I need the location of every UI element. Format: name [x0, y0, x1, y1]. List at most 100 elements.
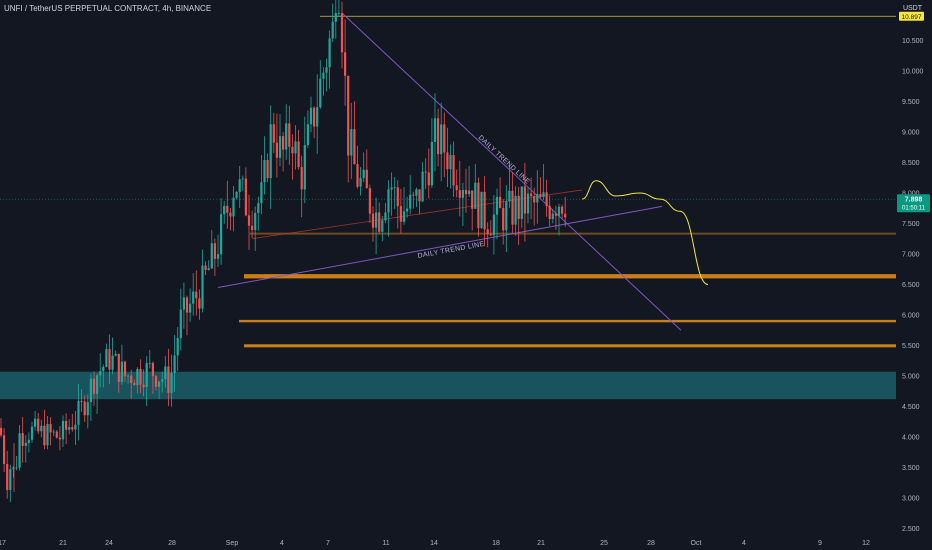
candle-body [92, 378, 96, 394]
x-tick-label: 11 [382, 540, 389, 547]
candle [151, 361, 154, 395]
candle-body [167, 366, 170, 393]
candle [173, 334, 176, 392]
candle-body [260, 182, 263, 204]
candle-body [362, 169, 365, 179]
y-tick-label: 4.500 [902, 404, 920, 411]
candle-body [130, 375, 133, 384]
y-tick-label: 5.000 [902, 374, 920, 381]
candle-body [294, 141, 297, 154]
candle-body [492, 214, 495, 236]
candle-body [278, 136, 282, 158]
candle-body [145, 363, 148, 388]
candle [24, 435, 27, 463]
candle-body [402, 211, 406, 222]
candle [365, 149, 368, 189]
y-axis: 2.500 3.000 3.500 4.000 4.500 5.000 5.500 6.000… [902, 38, 924, 533]
candle-body [328, 38, 331, 68]
candle [359, 167, 362, 196]
candle [396, 180, 399, 229]
candle-body [371, 213, 375, 228]
candle-body [443, 124, 446, 153]
candle [0, 418, 3, 438]
candle-body [303, 145, 306, 190]
candle-body [176, 338, 179, 356]
candle [477, 177, 480, 237]
zone-support-3 [244, 344, 896, 348]
candle-body [415, 189, 418, 196]
candle [353, 101, 356, 165]
candle-body [368, 188, 371, 214]
zone-resistance [250, 232, 896, 235]
candle-body [68, 427, 71, 430]
currency-label[interactable]: USDT [902, 5, 922, 12]
candle [111, 337, 114, 375]
candle [471, 190, 474, 231]
candle-body [80, 401, 83, 402]
candle-body [340, 13, 344, 53]
x-tick-label: 17 [0, 540, 6, 547]
candle-body [548, 205, 551, 220]
projection-path [581, 180, 709, 285]
candle [514, 186, 517, 236]
candle [402, 186, 406, 225]
candle [43, 409, 46, 450]
candle [371, 206, 375, 242]
candle [523, 162, 526, 242]
candle [176, 327, 179, 371]
candle-body [43, 425, 46, 446]
candle [58, 426, 61, 451]
candle-body [254, 212, 257, 231]
candle-body [455, 185, 458, 191]
candle [309, 96, 313, 133]
x-tick-label: 21 [537, 540, 545, 547]
candle-body [421, 171, 424, 202]
candle-body [564, 213, 567, 218]
candle [161, 371, 164, 393]
candle [412, 191, 415, 209]
candle [443, 112, 446, 178]
candle-body [27, 439, 30, 443]
candle [313, 106, 316, 139]
candle [9, 464, 12, 503]
price-badge-value: 7.898 [905, 197, 923, 204]
candle [530, 177, 533, 220]
candle-body [120, 361, 123, 382]
candle [499, 177, 502, 209]
candle-body [127, 375, 130, 377]
candle-body [170, 372, 173, 393]
candle-body [201, 265, 204, 309]
candle-body [427, 172, 430, 186]
candle [297, 129, 300, 170]
candle-body [539, 194, 542, 197]
candle-body [359, 178, 362, 187]
price-badge-box [897, 194, 930, 213]
candle-body [499, 196, 502, 209]
candle-body [12, 467, 15, 470]
candle-body [55, 431, 58, 438]
candle [108, 334, 111, 385]
candle [102, 364, 105, 388]
level-badge-value: 10.897 [902, 14, 922, 21]
candle [15, 455, 18, 471]
candle-body [220, 214, 223, 255]
candle [229, 207, 232, 231]
candle-body [464, 190, 468, 195]
candle [489, 220, 492, 237]
candle [179, 288, 182, 351]
candle [154, 374, 158, 391]
candle-body [142, 384, 145, 388]
candle [409, 175, 412, 215]
candle [554, 205, 557, 230]
candle-body [61, 420, 65, 440]
candles-layer [0, 0, 567, 503]
candle-body [179, 309, 182, 339]
candle [114, 350, 117, 357]
candle [83, 395, 86, 422]
y-tick-label: 6.500 [902, 282, 920, 289]
lines-layer [0, 12, 896, 331]
candle [406, 196, 409, 218]
candle-body [430, 141, 433, 186]
